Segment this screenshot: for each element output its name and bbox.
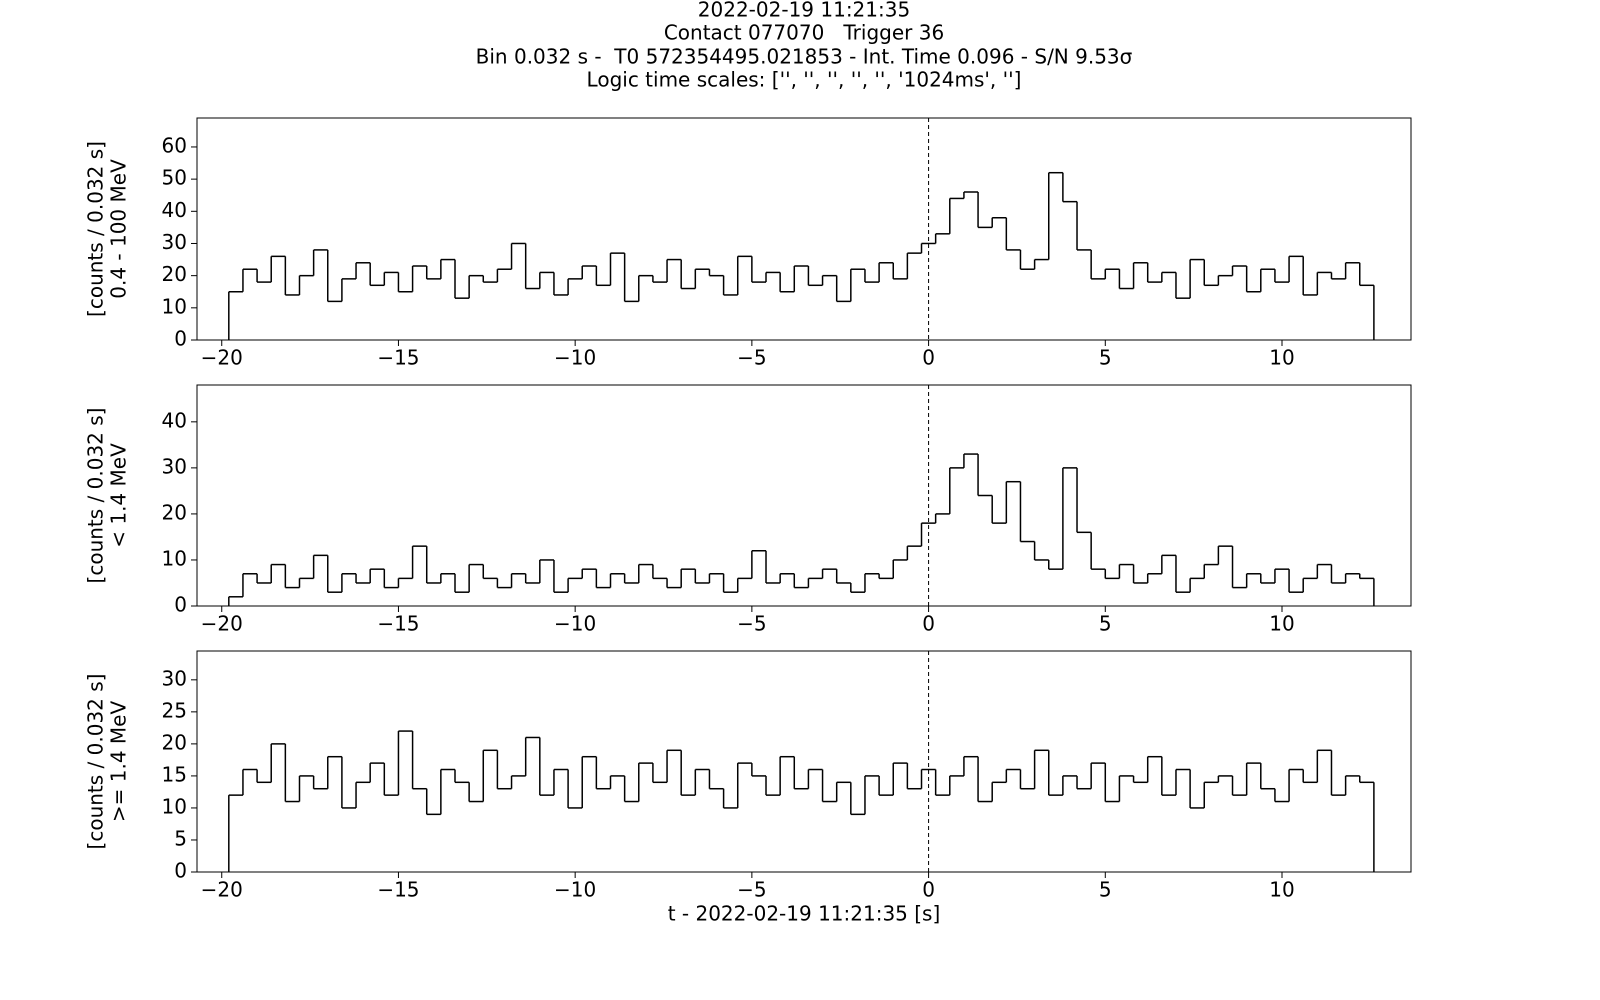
y-axis-label: [counts / 0.032 s]: [84, 141, 108, 317]
plot-frame: [196, 384, 1412, 607]
x-tick-label: 0: [922, 346, 935, 370]
panel: 0 10 20 30 40 −20 −15 −10 −5 0 5 10 [counts / 0.032 …: [84, 384, 1412, 636]
x-tick-label: −5: [737, 612, 766, 636]
plot-frame: [196, 117, 1412, 341]
x-tick-label: −5: [737, 878, 766, 902]
x-tick-label: −20: [201, 346, 243, 370]
x-tick-label: 10: [1269, 878, 1294, 902]
x-tick-label: −15: [377, 346, 419, 370]
y-axis-label: [counts / 0.032 s]: [84, 674, 108, 850]
x-tick-label: 5: [1099, 878, 1112, 902]
y-axis-label: 0.4 - 100 MeV: [107, 159, 131, 299]
x-axis-label: t - 2022-02-19 11:21:35 [s]: [668, 902, 941, 926]
x-tick-label: −15: [377, 612, 419, 636]
x-tick-label: −10: [554, 346, 596, 370]
y-tick-label: 30: [162, 666, 187, 690]
x-tick-label: −5: [737, 346, 766, 370]
y-tick-label: 25: [162, 698, 187, 722]
title-line: Bin 0.032 s - T0 572354495.021853 - Int.…: [476, 45, 1133, 69]
y-tick-label: 40: [162, 198, 187, 222]
y-tick-label: 60: [162, 133, 187, 157]
y-tick-label: 0: [174, 859, 187, 883]
y-tick-label: 15: [162, 762, 187, 786]
x-tick-label: −10: [554, 878, 596, 902]
y-axis-label: [counts / 0.032 s]: [84, 408, 108, 584]
x-tick-label: −10: [554, 612, 596, 636]
x-tick-label: 10: [1269, 612, 1294, 636]
x-tick-label: 0: [922, 878, 935, 902]
x-tick-label: 5: [1099, 346, 1112, 370]
y-tick-label: 0: [174, 327, 187, 351]
y-tick-label: 10: [162, 546, 187, 570]
y-axis-label: >= 1.4 MeV: [107, 701, 131, 823]
y-axis-label: < 1.4 MeV: [107, 443, 131, 548]
x-tick-label: 0: [922, 612, 935, 636]
y-tick-label: 0: [174, 593, 187, 617]
x-tick-label: −15: [377, 878, 419, 902]
x-tick-label: 10: [1269, 346, 1294, 370]
y-tick-label: 10: [162, 294, 187, 318]
x-tick-label: −20: [201, 612, 243, 636]
y-tick-label: 5: [174, 826, 187, 850]
panel: 0 10 20 30 40 50 60 −20 −15 −10 −5 0 5 10 [counts / 0.…: [84, 117, 1412, 370]
panel: 0 5 10 15 20 25 30 −20 −15 −10 −5 0 5 10 [counts / 0.0…: [84, 650, 1412, 926]
y-tick-label: 30: [162, 230, 187, 254]
y-tick-label: 50: [162, 166, 187, 190]
plot-frame: [196, 650, 1412, 873]
title-line: 2022-02-19 11:21:35: [698, 0, 910, 22]
y-tick-label: 30: [162, 454, 187, 478]
y-tick-label: 40: [162, 408, 187, 432]
y-tick-label: 20: [162, 730, 187, 754]
title-line: Contact 077070 Trigger 36: [664, 21, 944, 45]
y-tick-label: 10: [162, 794, 187, 818]
y-tick-label: 20: [162, 262, 187, 286]
x-tick-label: 5: [1099, 612, 1112, 636]
title-line: Logic time scales: ['', '', '', '', '', …: [587, 68, 1022, 92]
x-tick-label: −20: [201, 878, 243, 902]
y-tick-label: 20: [162, 500, 187, 524]
